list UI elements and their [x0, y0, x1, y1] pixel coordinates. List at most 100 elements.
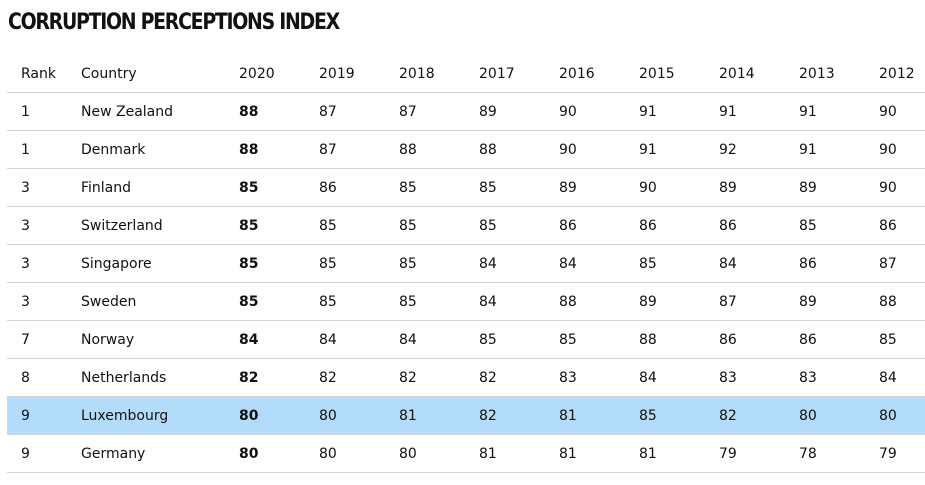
rank-cell: 3: [21, 293, 30, 310]
country-cell: Finland: [81, 179, 132, 196]
score-cell-2018: 85: [399, 217, 417, 234]
country-cell: Switzerland: [81, 217, 163, 234]
rank-cell: 9: [21, 445, 30, 462]
score-cell-2014: 83: [719, 369, 737, 386]
table-row[interactable]: 8 Netherlands 82 82 82 82 83 84 83 83 84: [7, 358, 925, 396]
country-cell: Sweden: [81, 293, 137, 310]
score-cell-2012: 88: [879, 293, 897, 310]
country-cell: Germany: [81, 445, 146, 462]
score-cell-2015: 89: [639, 293, 657, 310]
table-row[interactable]: 3 Finland 85 86 85 85 89 90 89 89 90: [7, 168, 925, 206]
rank-cell: 8: [21, 369, 30, 386]
score-cell-2020: 80: [239, 445, 259, 462]
score-cell-2014: 79: [719, 445, 737, 462]
score-cell-2019: 82: [319, 369, 337, 386]
score-cell-2013: 83: [799, 369, 817, 386]
score-cell-2015: 84: [639, 369, 657, 386]
column-header-2017[interactable]: 2017: [479, 66, 515, 83]
table-row[interactable]: 9 Luxembourg 80 80 81 82 81 85 82 80 80: [7, 396, 925, 434]
table-row[interactable]: 9 Germany 80 80 80 81 81 81 79 78 79: [7, 434, 925, 472]
score-cell-2017: 85: [479, 331, 497, 348]
table-row[interactable]: 1 New Zealand 88 87 87 89 90 91 91 91 90: [7, 92, 925, 130]
score-cell-2018: 84: [399, 331, 417, 348]
score-cell-2013: 86: [799, 331, 817, 348]
score-cell-2015: 85: [639, 407, 657, 424]
score-cell-2020: 82: [239, 369, 259, 386]
score-cell-2017: 85: [479, 217, 497, 234]
score-cell-2017: 82: [479, 407, 497, 424]
score-cell-2013: 89: [799, 293, 817, 310]
score-cell-2015: 91: [639, 103, 657, 120]
score-cell-2014: 89: [719, 179, 737, 196]
score-cell-2020: 85: [239, 293, 259, 310]
score-cell-2017: 89: [479, 103, 497, 120]
score-cell-2013: 86: [799, 255, 817, 272]
country-cell: Norway: [81, 331, 135, 348]
score-cell-2020: 84: [239, 331, 259, 348]
table-row[interactable]: 3 Sweden 85 85 85 84 88 89 87 89 88: [7, 282, 925, 320]
cpi-table: Rank Country 2020 2019 2018 2017 2016 20…: [7, 55, 925, 473]
score-cell-2014: 91: [719, 103, 737, 120]
score-cell-2012: 85: [879, 331, 897, 348]
score-cell-2020: 85: [239, 255, 259, 272]
table-row[interactable]: 7 Norway 84 84 84 85 85 88 86 86 85: [7, 320, 925, 358]
score-cell-2016: 81: [559, 407, 577, 424]
table-header: Rank Country 2020 2019 2018 2017 2016 20…: [7, 55, 925, 92]
score-cell-2013: 89: [799, 179, 817, 196]
column-header-2018[interactable]: 2018: [399, 66, 435, 83]
table-row[interactable]: 3 Switzerland 85 85 85 85 86 86 86 85 86: [7, 206, 925, 244]
column-header-2015[interactable]: 2015: [639, 66, 675, 83]
score-cell-2013: 91: [799, 103, 817, 120]
table-row[interactable]: 3 Singapore 85 85 85 84 84 85 84 86 87: [7, 244, 925, 282]
score-cell-2018: 85: [399, 293, 417, 310]
column-header-2014[interactable]: 2014: [719, 66, 755, 83]
table-body: 1 New Zealand 88 87 87 89 90 91 91 91 90 1 Denmark 88…: [7, 92, 925, 472]
score-cell-2019: 85: [319, 293, 337, 310]
score-cell-2012: 90: [879, 141, 897, 158]
score-cell-2018: 80: [399, 445, 417, 462]
score-cell-2016: 89: [559, 179, 577, 196]
score-cell-2019: 80: [319, 445, 337, 462]
column-header-2019[interactable]: 2019: [319, 66, 355, 83]
score-cell-2016: 84: [559, 255, 577, 272]
column-header-2013[interactable]: 2013: [799, 66, 835, 83]
country-cell: Luxembourg: [81, 407, 169, 424]
score-cell-2017: 82: [479, 369, 497, 386]
column-header-2020[interactable]: 2020: [239, 66, 275, 83]
score-cell-2017: 81: [479, 445, 497, 462]
column-header-2012[interactable]: 2012: [879, 66, 915, 83]
score-cell-2012: 90: [879, 103, 897, 120]
score-cell-2016: 85: [559, 331, 577, 348]
score-cell-2012: 87: [879, 255, 897, 272]
score-cell-2012: 90: [879, 179, 897, 196]
score-cell-2012: 86: [879, 217, 897, 234]
score-cell-2016: 88: [559, 293, 577, 310]
score-cell-2018: 81: [399, 407, 417, 424]
score-cell-2012: 84: [879, 369, 897, 386]
column-header-country[interactable]: Country: [81, 66, 137, 83]
score-cell-2013: 85: [799, 217, 817, 234]
column-header-rank[interactable]: Rank: [21, 66, 56, 83]
column-header-2016[interactable]: 2016: [559, 66, 595, 83]
score-cell-2019: 87: [319, 103, 337, 120]
score-cell-2015: 91: [639, 141, 657, 158]
score-cell-2018: 85: [399, 179, 417, 196]
rank-cell: 1: [21, 103, 30, 120]
country-cell: Netherlands: [81, 369, 167, 386]
score-cell-2016: 90: [559, 141, 577, 158]
score-cell-2020: 88: [239, 141, 259, 158]
score-cell-2013: 91: [799, 141, 817, 158]
rank-cell: 1: [21, 141, 30, 158]
score-cell-2014: 87: [719, 293, 737, 310]
table-row[interactable]: 1 Denmark 88 87 88 88 90 91 92 91 90: [7, 130, 925, 168]
score-cell-2019: 85: [319, 255, 337, 272]
score-cell-2019: 84: [319, 331, 337, 348]
score-cell-2014: 82: [719, 407, 737, 424]
score-cell-2019: 87: [319, 141, 337, 158]
score-cell-2014: 92: [719, 141, 737, 158]
score-cell-2018: 85: [399, 255, 417, 272]
score-cell-2016: 86: [559, 217, 577, 234]
score-cell-2013: 78: [799, 445, 817, 462]
rank-cell: 3: [21, 217, 30, 234]
score-cell-2017: 88: [479, 141, 497, 158]
